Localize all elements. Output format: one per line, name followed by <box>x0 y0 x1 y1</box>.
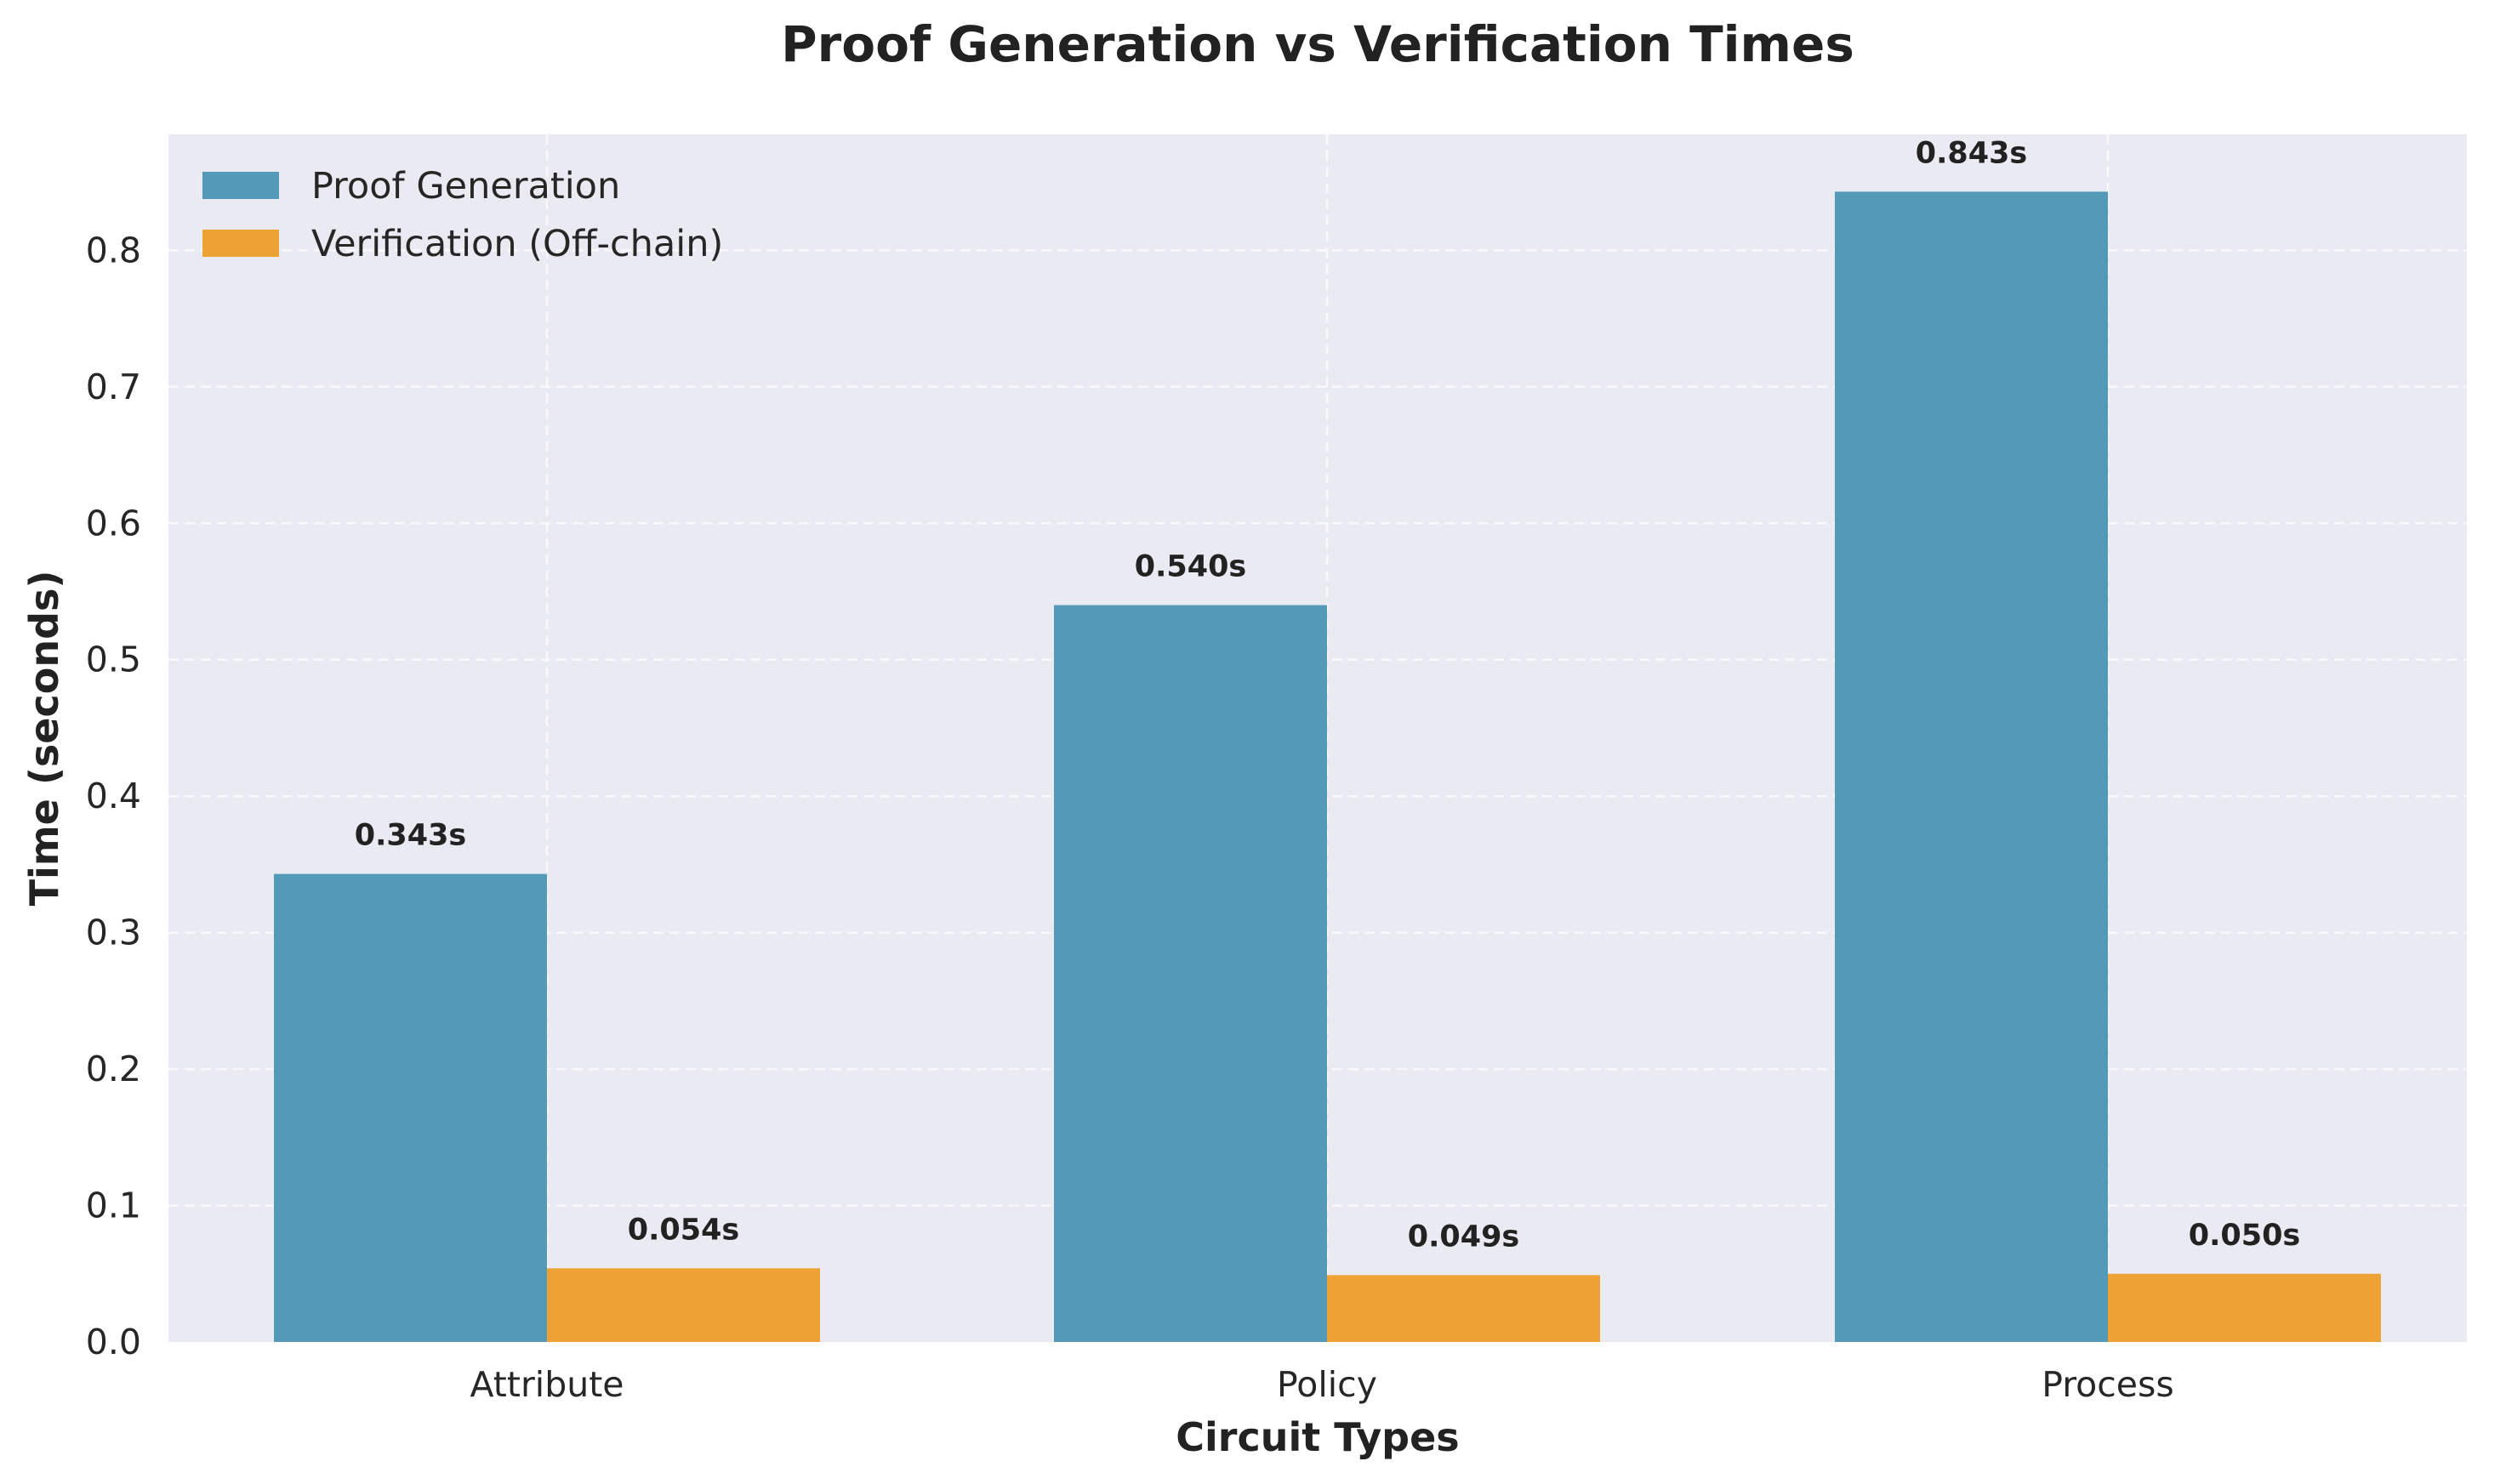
y-tick-label: 0.6 <box>86 503 141 543</box>
bars <box>274 191 2381 1342</box>
bar-proof-generation-process <box>1835 191 2108 1342</box>
legend-label-proof-generation: Proof Generation <box>311 165 620 208</box>
legend-swatch-verification <box>202 230 279 257</box>
y-tick-label: 0.4 <box>86 776 141 816</box>
y-axis-label: Time (seconds) <box>21 571 67 907</box>
y-tick-label: 0.2 <box>86 1049 141 1089</box>
x-axis-ticks: Attribute Policy Process <box>470 1364 2173 1405</box>
bar-verification-off-chain-policy <box>1327 1275 1600 1342</box>
bar-value-label: 0.540s <box>1135 550 1247 584</box>
bar-value-labels: 0.343s 0.540s 0.843s 0.054s 0.049s 0.050s <box>355 136 2301 1254</box>
x-tick-label: Policy <box>1277 1364 1377 1405</box>
legend-swatch-proof-generation <box>202 172 279 199</box>
y-tick-label: 0.7 <box>86 367 141 407</box>
legend: Proof Generation Verification (Off-chain… <box>202 165 723 265</box>
bar-value-label: 0.050s <box>2189 1219 2301 1253</box>
x-axis-label: Circuit Types <box>1176 1414 1459 1460</box>
y-tick-label: 0.1 <box>86 1185 141 1226</box>
legend-label-verification: Verification (Off-chain) <box>311 223 723 265</box>
y-tick-label: 0.0 <box>86 1322 141 1362</box>
bar-verification-off-chain-attribute <box>547 1268 820 1342</box>
x-tick-label: Process <box>2042 1364 2174 1405</box>
bar-value-label: 0.343s <box>355 819 467 853</box>
chart-title: Proof Generation vs Verification Times <box>781 15 1854 73</box>
bar-value-label: 0.049s <box>1408 1220 1520 1254</box>
y-tick-label: 0.3 <box>86 913 141 953</box>
y-axis-ticks: 0.0 0.1 0.2 0.3 0.4 0.5 0.6 0.7 0.8 <box>86 230 141 1362</box>
bar-proof-generation-attribute <box>274 873 547 1342</box>
bar-value-label: 0.054s <box>628 1213 740 1247</box>
x-tick-label: Attribute <box>470 1364 624 1405</box>
y-tick-label: 0.8 <box>86 230 141 270</box>
bar-verification-off-chain-process <box>2108 1273 2381 1342</box>
bar-value-label: 0.843s <box>1916 136 2028 170</box>
y-tick-label: 0.5 <box>86 640 141 680</box>
bar-proof-generation-policy <box>1054 605 1327 1342</box>
